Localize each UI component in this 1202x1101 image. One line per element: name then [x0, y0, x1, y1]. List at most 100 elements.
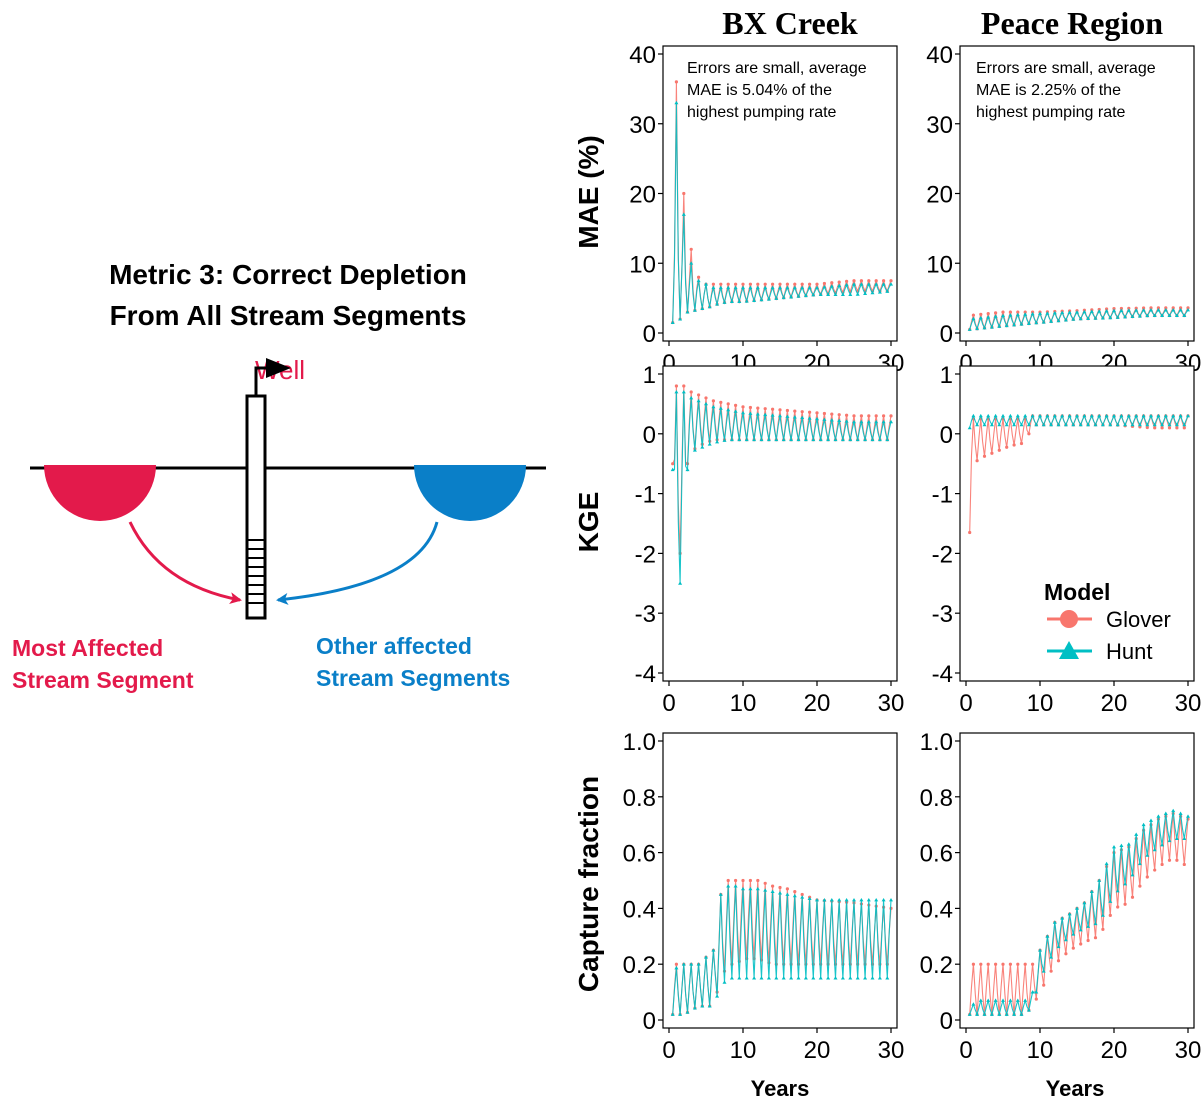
point-hunt [722, 980, 727, 984]
plot-frame [959, 365, 1195, 682]
point-hunt [681, 389, 686, 394]
column-title-peace-region: Peace Region [981, 5, 1163, 41]
point-glover [1086, 938, 1090, 943]
point-hunt [1008, 413, 1013, 418]
point-glover [1016, 962, 1020, 966]
point-glover [778, 408, 782, 412]
point-hunt [741, 410, 745, 415]
point-glover [763, 407, 767, 411]
point-hunt [863, 291, 868, 295]
point-hunt [737, 299, 742, 304]
point-glover [990, 451, 994, 455]
point-hunt [1071, 932, 1076, 936]
point-hunt [1015, 312, 1020, 317]
x-tick-label: 0 [959, 1037, 972, 1064]
point-hunt [1052, 920, 1057, 924]
y-tick-label: -4 [635, 661, 656, 688]
point-glover [994, 311, 998, 315]
point-hunt [1108, 315, 1113, 320]
point-hunt [826, 292, 831, 297]
point-glover [971, 962, 976, 966]
point-hunt [1115, 888, 1120, 893]
point-hunt [877, 437, 882, 442]
point-hunt [1112, 845, 1116, 849]
point-hunt [1041, 969, 1046, 973]
point-glover [674, 80, 679, 84]
point-hunt [1093, 921, 1098, 926]
point-hunt [863, 976, 868, 980]
point-hunt [1104, 861, 1109, 866]
point-hunt [1182, 836, 1187, 841]
x-tick-label: 10 [730, 1037, 757, 1064]
diagram-title-line2: From All Stream Segments [110, 300, 467, 331]
point-glover [734, 878, 738, 883]
row-label-capture: Capture fraction [573, 776, 604, 992]
point-hunt [1186, 814, 1190, 818]
point-hunt [1082, 900, 1087, 905]
legend: Model Glover Hunt [1044, 579, 1171, 664]
point-hunt [1130, 872, 1135, 877]
point-hunt [774, 976, 779, 980]
point-hunt [1089, 889, 1094, 894]
point-hunt [848, 976, 853, 980]
y-tick-label: 1 [940, 362, 953, 389]
point-hunt [1163, 811, 1168, 815]
point-hunt [840, 437, 845, 442]
point-hunt [722, 438, 727, 442]
point-hunt [718, 406, 723, 410]
y-tick-label: 0 [940, 321, 953, 348]
point-glover [719, 400, 723, 405]
point-glover [1023, 310, 1027, 314]
point-hunt [1167, 313, 1172, 317]
point-hunt [800, 895, 805, 899]
point-hunt [759, 976, 764, 980]
point-hunt [1086, 422, 1091, 427]
point-hunt [789, 976, 794, 980]
plot-frame [959, 732, 1195, 1029]
xlabel-bx-creek: Years [751, 1076, 810, 1101]
point-hunt [807, 416, 812, 420]
point-hunt [1156, 307, 1161, 312]
point-glover [793, 409, 797, 413]
point-glover [845, 279, 849, 283]
row-label-mae: MAE (%) [573, 135, 604, 249]
point-glover [979, 312, 983, 316]
point-hunt [737, 976, 742, 980]
point-hunt [711, 948, 716, 952]
point-hunt [1082, 413, 1087, 418]
point-hunt [982, 325, 987, 330]
y-tick-label: 1 [643, 362, 656, 389]
point-hunt [781, 295, 786, 300]
point-hunt [678, 1012, 683, 1016]
point-hunt [1097, 413, 1102, 418]
point-hunt [733, 409, 738, 413]
point-hunt [1178, 307, 1183, 312]
y-tick-label: -2 [932, 541, 953, 568]
point-glover [1138, 884, 1142, 888]
point-hunt [815, 416, 819, 421]
point-hunt [1093, 316, 1098, 320]
point-hunt [1030, 311, 1035, 316]
point-hunt [1041, 422, 1046, 427]
point-hunt [715, 302, 720, 306]
annotation-line: Errors are small, average [687, 60, 867, 77]
point-hunt [707, 304, 712, 309]
point-hunt [1049, 319, 1054, 323]
point-hunt [733, 884, 738, 888]
point-hunt [1100, 913, 1105, 917]
point-glover [1019, 441, 1024, 446]
point-hunt [833, 437, 838, 442]
point-glover [756, 406, 760, 410]
metric-diagram: Metric 3: Correct Depletion From All Str… [12, 259, 546, 693]
point-glover [785, 282, 790, 286]
point-hunt [1019, 1012, 1024, 1016]
point-glover [682, 384, 686, 388]
point-hunt [993, 413, 998, 418]
other-affected-stream [414, 465, 526, 521]
point-hunt [1093, 422, 1098, 427]
point-glover [1179, 306, 1183, 310]
point-hunt [1134, 413, 1139, 418]
point-hunt [1089, 309, 1094, 313]
panel-bx-creek-capture: 0 0.2 0.4 0.6 0.8 1.0 0 10 20 30 [623, 729, 905, 1064]
